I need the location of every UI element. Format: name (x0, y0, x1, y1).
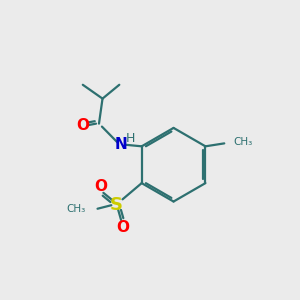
Text: N: N (115, 137, 128, 152)
Text: CH₃: CH₃ (233, 137, 252, 147)
Text: O: O (76, 118, 89, 133)
Text: CH₃: CH₃ (66, 204, 85, 214)
Text: O: O (94, 179, 107, 194)
Text: H: H (126, 132, 135, 145)
Text: O: O (116, 220, 129, 236)
Text: S: S (110, 196, 123, 214)
